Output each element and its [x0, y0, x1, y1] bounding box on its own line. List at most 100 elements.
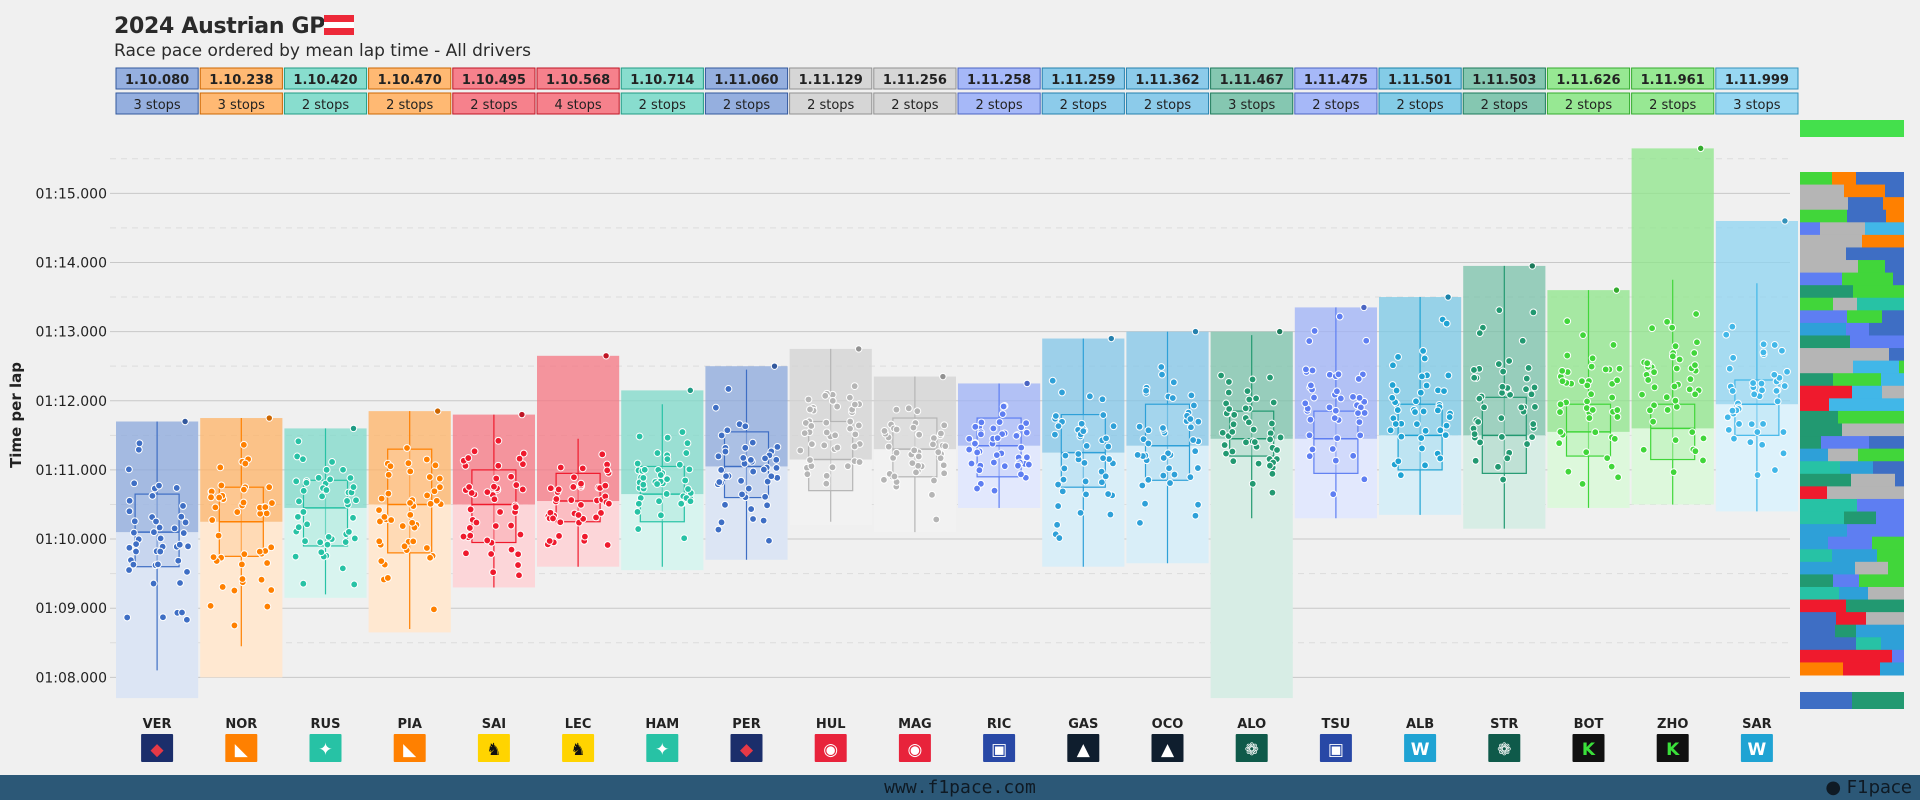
lap-dot	[515, 454, 524, 463]
side-strip-segment	[1800, 612, 1836, 626]
side-strip-segment	[1800, 385, 1852, 399]
lap-dot	[241, 459, 250, 468]
rb-logo-glyph: ▣	[1328, 740, 1344, 760]
lap-dot	[995, 418, 1004, 426]
lap-dot	[261, 503, 270, 512]
lap-dot	[125, 507, 134, 516]
side-strip-top-band	[1800, 120, 1904, 137]
driver-group-alo: ALO ❁	[1210, 327, 1293, 762]
lap-dot	[1650, 401, 1658, 410]
lap-dot	[1671, 436, 1680, 445]
lap-dot	[1503, 454, 1512, 463]
lap-dot	[890, 472, 899, 481]
lap-dot	[179, 529, 188, 537]
lap-dot	[634, 499, 643, 508]
lap-dot	[322, 465, 331, 474]
lap-dot	[425, 473, 434, 481]
lap-dot	[490, 482, 498, 491]
lap-dot	[1650, 383, 1659, 392]
lap-dot	[1024, 460, 1033, 469]
driver-group-ric: RIC ▣	[958, 379, 1041, 762]
lap-dot	[1563, 351, 1572, 360]
lap-dot	[1085, 392, 1094, 401]
side-strip-segment	[1800, 348, 1842, 362]
driver-group-gas: GAS ▲	[1042, 334, 1125, 762]
lap-dot	[301, 537, 309, 546]
rb-logo-icon	[983, 734, 1016, 762]
lap-dot	[238, 575, 247, 583]
lap-dot	[1691, 447, 1700, 456]
header-cell-sai: 1.10.495 2 stops	[452, 67, 536, 115]
mean-lap-time: 1.11.961	[1641, 73, 1705, 88]
side-strip-segment	[1886, 209, 1904, 223]
mean-lap-time: 1.10.714	[630, 73, 694, 88]
lap-dot	[1217, 371, 1225, 380]
lap-dot	[239, 498, 248, 507]
lap-dot	[217, 481, 226, 490]
stops-cell	[789, 92, 873, 115]
mean-lap-cell	[1041, 67, 1125, 90]
lap-dot	[1524, 364, 1533, 372]
lap-dot	[1638, 390, 1646, 399]
lap-dot	[1614, 473, 1623, 482]
stops-count: 2 stops	[1396, 98, 1443, 113]
lap-dot	[178, 608, 186, 617]
lap-dot	[1098, 395, 1107, 404]
lap-dot	[338, 564, 347, 573]
lap-dot	[1331, 406, 1340, 415]
lap-dot	[739, 454, 748, 462]
redbull-logo-icon	[730, 734, 763, 762]
lap-dot	[1194, 417, 1203, 426]
lap-dot	[1142, 386, 1150, 395]
lap-dot	[1157, 363, 1166, 371]
alpine-logo-icon	[1067, 734, 1100, 762]
lap-dot	[1672, 402, 1681, 411]
lap-dot	[684, 485, 692, 493]
side-strip-segment	[1800, 599, 1846, 613]
lap-dot	[155, 481, 163, 490]
lap-dot	[989, 424, 998, 433]
lap-dot	[1101, 472, 1110, 481]
lap-dot	[1436, 426, 1445, 435]
lap-dot	[1334, 370, 1343, 379]
lap-dot	[376, 517, 384, 526]
lap-dot	[303, 520, 311, 529]
lap-dot	[1779, 449, 1788, 458]
lap-dot	[175, 540, 184, 549]
lap-dot	[1494, 462, 1502, 471]
lap-dot	[1412, 397, 1420, 406]
lap-dot	[773, 443, 782, 451]
lap-dot	[1186, 473, 1195, 482]
lap-dot	[237, 560, 246, 569]
stops-cell	[536, 92, 620, 115]
lap-dot	[1556, 400, 1565, 409]
side-strip-segment	[1885, 184, 1904, 198]
lap-dot	[466, 505, 475, 514]
lap-dot	[1081, 477, 1090, 486]
lap-dot	[459, 532, 468, 541]
lap-dot	[682, 449, 691, 457]
lap-dot	[1421, 426, 1430, 435]
lap-dot	[299, 508, 308, 516]
footer-url[interactable]: www.f1pace.com	[884, 777, 1036, 798]
lap-dot	[1691, 361, 1699, 370]
lap-dot	[639, 480, 648, 489]
side-strip-segment	[1800, 398, 1829, 412]
y-tick-label: 01:13.000	[35, 325, 107, 341]
y-tick-label: 01:08.000	[35, 670, 107, 686]
driver-label: BOT	[1574, 717, 1604, 732]
lap-dot	[635, 432, 644, 441]
lap-dot	[1355, 418, 1364, 427]
mean-lap-time: 1.11.503	[1472, 73, 1536, 88]
outlier-dot	[686, 386, 694, 395]
lap-dot	[1558, 366, 1567, 375]
lap-dot	[466, 531, 475, 540]
lap-dot	[1692, 310, 1701, 318]
mercedes-logo-glyph: ✦	[318, 740, 332, 760]
lap-dot	[134, 445, 143, 454]
lap-dot	[130, 517, 139, 526]
lap-dot	[184, 542, 192, 551]
lap-dot	[496, 508, 504, 516]
stops-count: 3 stops	[218, 98, 265, 113]
stops-cell	[1462, 92, 1546, 115]
